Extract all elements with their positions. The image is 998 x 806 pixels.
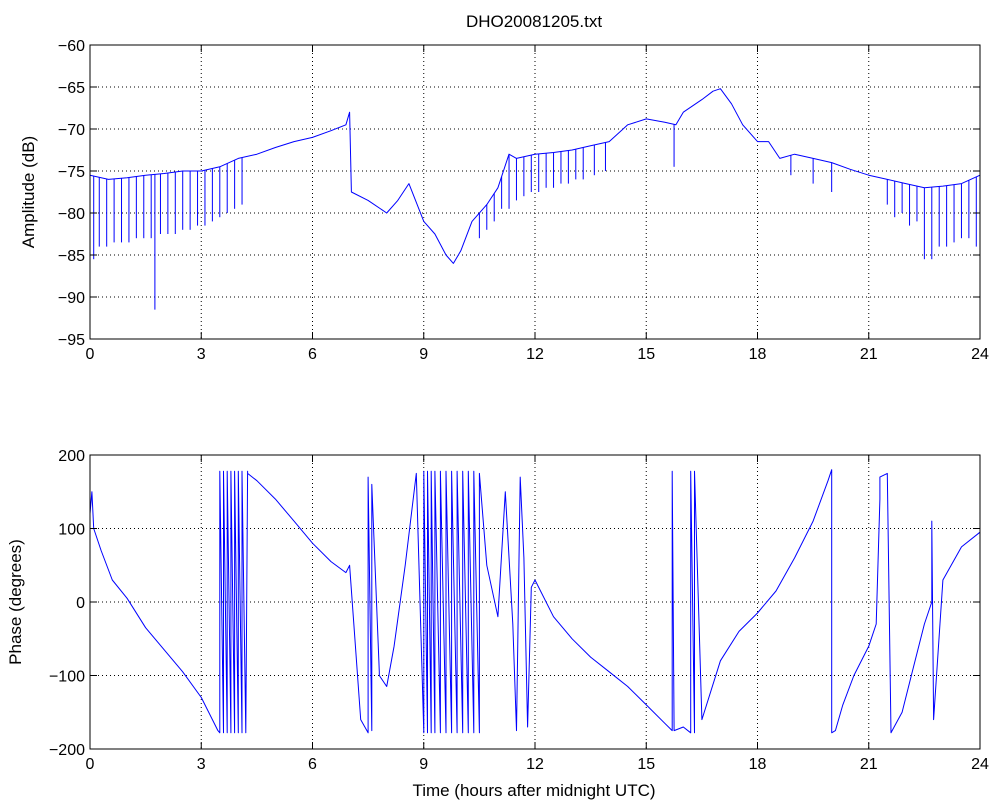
x-tick-label: 3 — [197, 756, 206, 773]
series-line — [89, 469, 981, 734]
y-axis-label: Amplitude (dB) — [19, 136, 38, 248]
x-tick-labels: 0 3 6 9 12 15 18 21 24 — [86, 346, 989, 363]
plot-frame — [89, 44, 981, 340]
grid-lines — [90, 45, 980, 339]
x-tick-labels: 0 3 6 9 12 15 18 21 24 — [86, 756, 989, 773]
x-tick-label: 15 — [637, 756, 655, 773]
x-tick-label: 18 — [749, 346, 767, 363]
y-tick-label: 0 — [76, 595, 85, 612]
plot-frame — [89, 454, 981, 750]
x-tick-label: 0 — [86, 756, 95, 773]
y-tick-label: 200 — [58, 448, 85, 465]
y-tick-label: −95 — [58, 332, 85, 349]
x-tick-label: 0 — [86, 346, 95, 363]
y-tick-labels: −200 −100 0 100 200 — [49, 448, 85, 759]
amplitude-chart: 0 3 6 9 12 15 18 21 24 −95−90−85−80−75−70−65−60 … — [19, 38, 989, 363]
x-tick-label: 9 — [419, 346, 428, 363]
y-tick-label: −80 — [58, 206, 85, 223]
phase-chart: 0 3 6 9 12 15 18 21 24 −200 −100 0 100 200 Phase (de… — [6, 448, 989, 800]
x-tick-label: 3 — [197, 346, 206, 363]
x-tick-label: 12 — [526, 346, 544, 363]
y-axis-label: Phase (degrees) — [6, 539, 25, 665]
y-tick-label: −200 — [49, 742, 85, 759]
x-tick-label: 18 — [749, 756, 767, 773]
x-tick-label: 12 — [526, 756, 544, 773]
y-tick-label: 100 — [58, 522, 85, 539]
y-tick-label: −100 — [49, 669, 85, 686]
y-tick-label: −65 — [58, 80, 85, 97]
x-tick-label: 9 — [419, 756, 428, 773]
chart-title: DHO20081205.txt — [466, 12, 602, 31]
dip-spikes-group — [93, 124, 977, 310]
x-tick-label: 21 — [860, 756, 878, 773]
y-tick-label: −75 — [58, 164, 85, 181]
y-tick-label: −90 — [58, 290, 85, 307]
x-tick-label: 6 — [308, 756, 317, 773]
x-tick-label: 24 — [971, 346, 989, 363]
x-axis-label: Time (hours after midnight UTC) — [412, 781, 655, 800]
y-tick-label: −60 — [58, 38, 85, 55]
x-tick-label: 21 — [860, 346, 878, 363]
series-line — [89, 88, 981, 264]
x-tick-label: 6 — [308, 346, 317, 363]
series-group — [89, 88, 981, 264]
x-tick-label: 24 — [971, 756, 989, 773]
series-group — [89, 469, 981, 734]
x-tick-label: 15 — [637, 346, 655, 363]
y-tick-labels: −95 −90 −85 −80 −75 −70 −65 −60 — [58, 38, 85, 349]
y-tick-label: −85 — [58, 248, 85, 265]
y-tick-label: −70 — [58, 122, 85, 139]
